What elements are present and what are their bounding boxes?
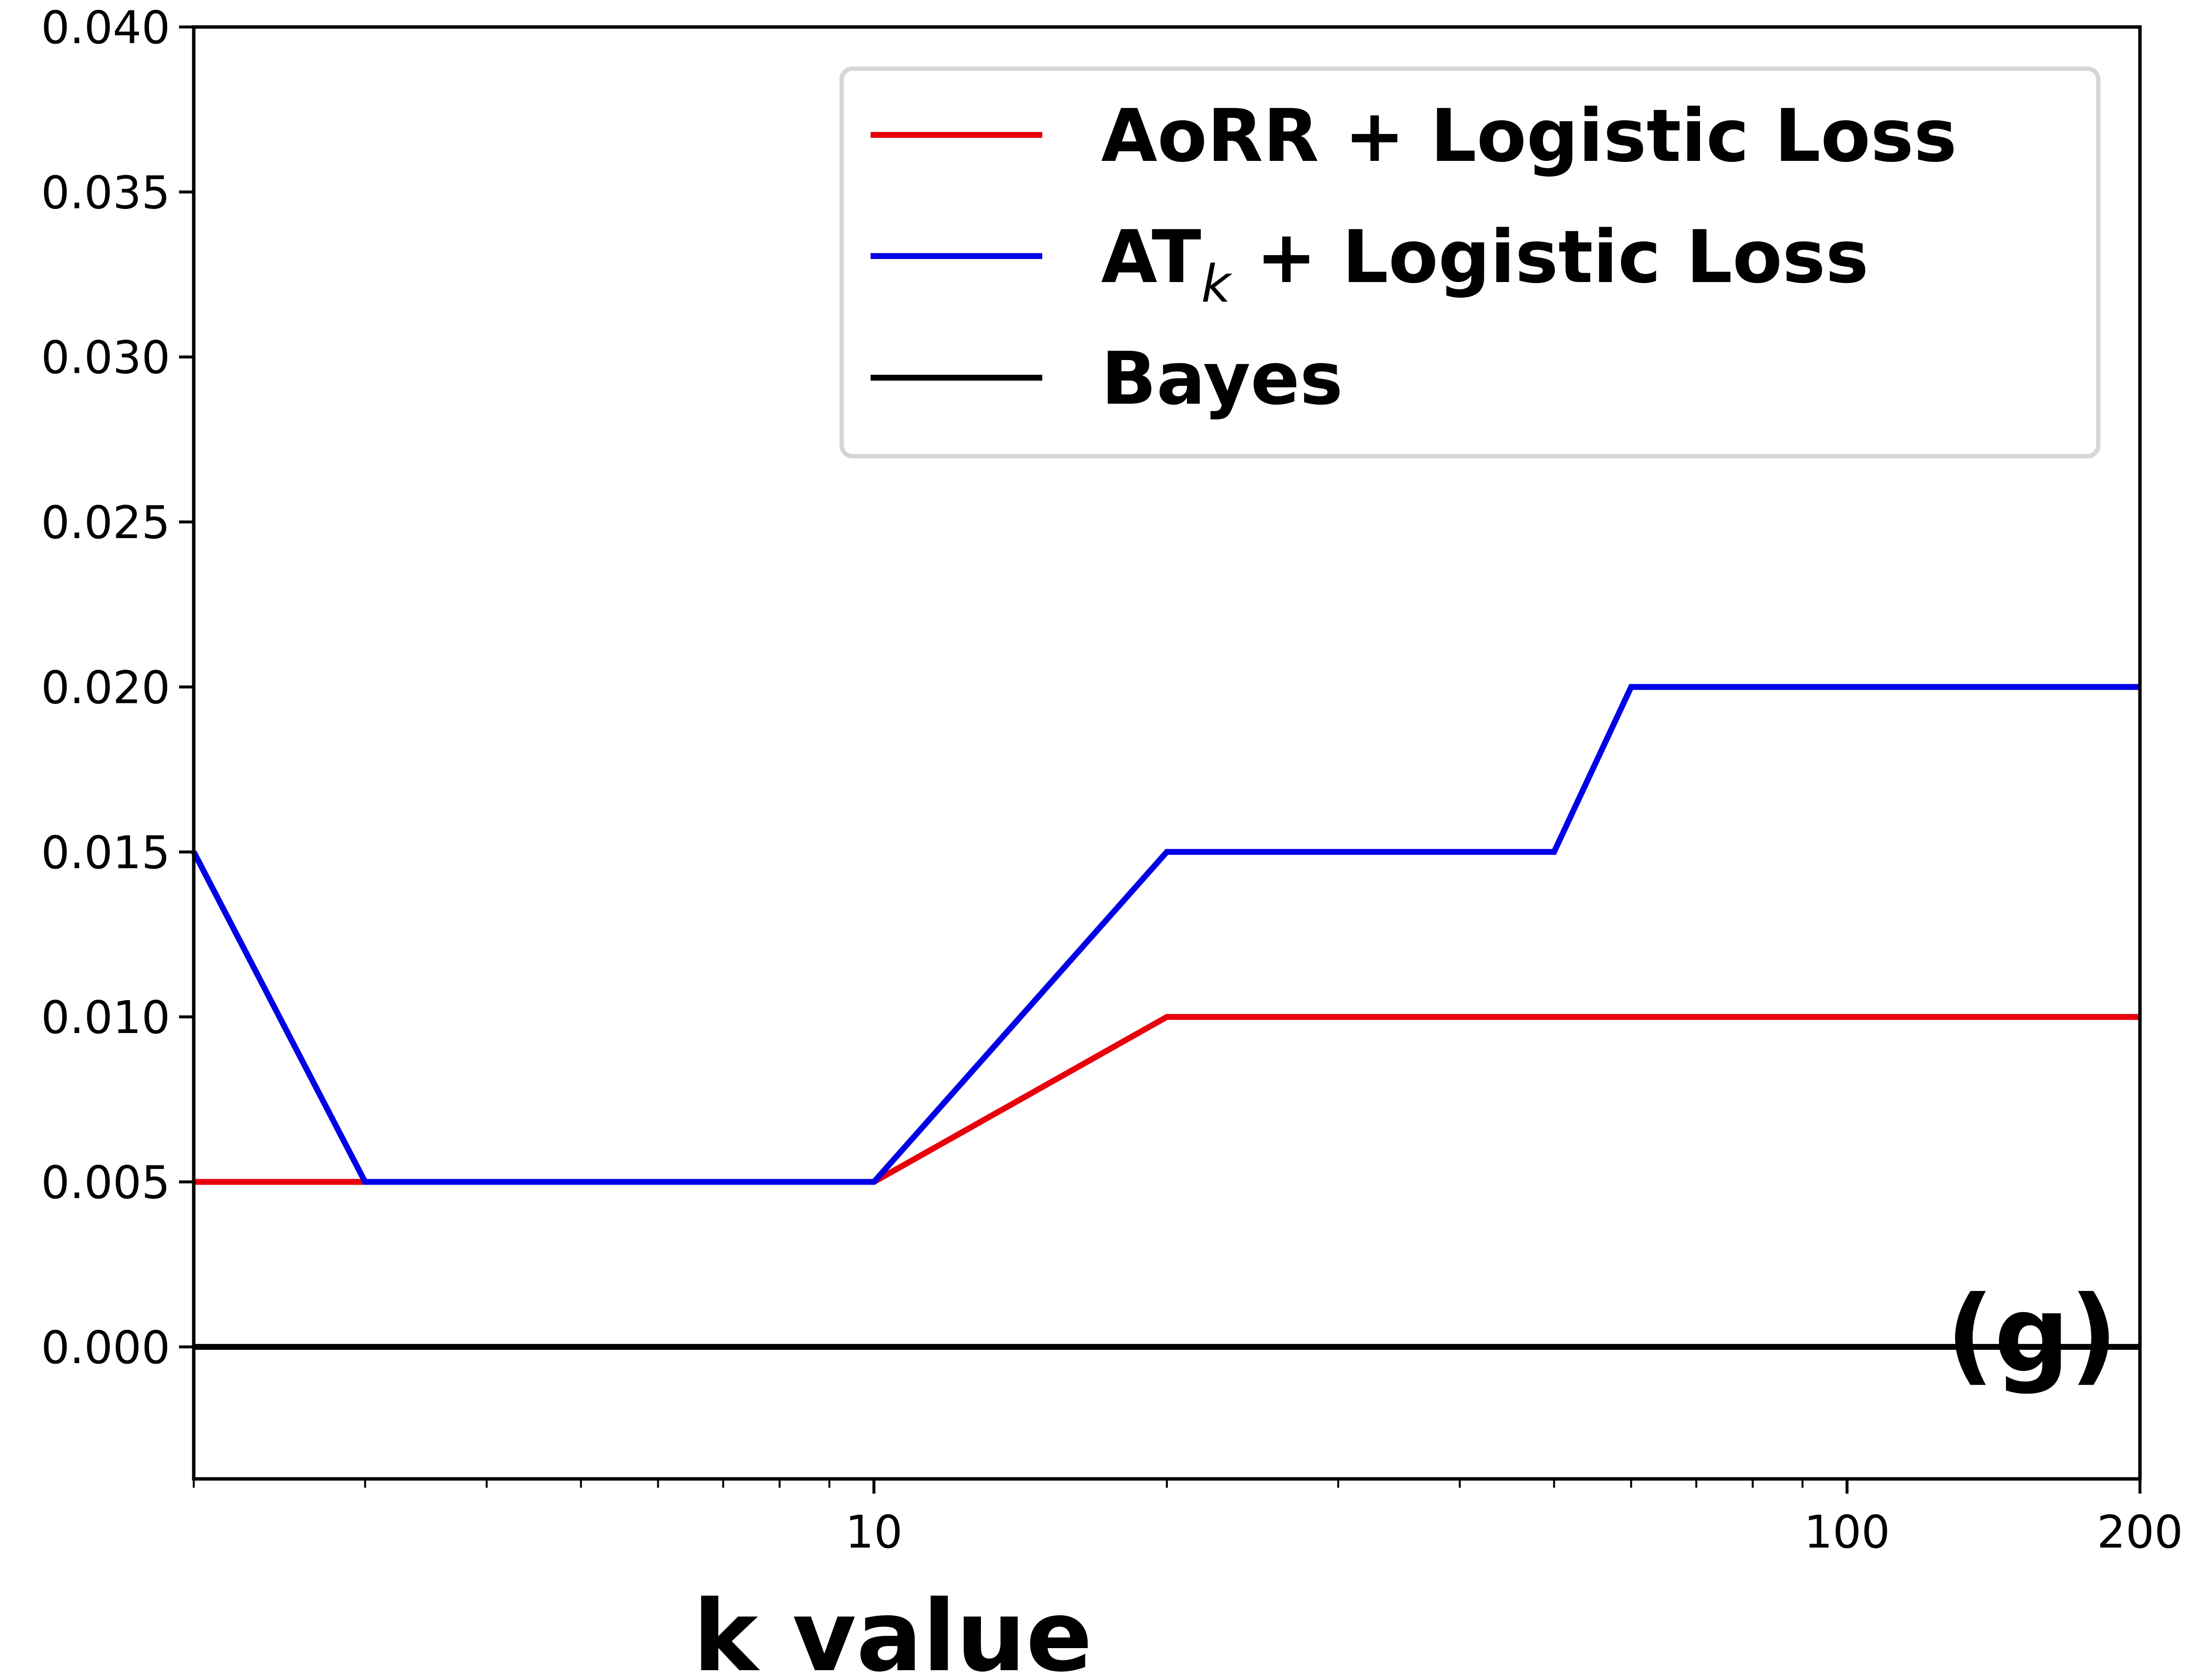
legend-label-atk-subscript: k [1201,254,1233,314]
x-tick-label-0: 10 [845,1506,902,1558]
legend-label-atk: ATk + Logistic Loss [1101,215,1869,314]
x-tick-label-2: 200 [2097,1506,2183,1558]
legend-box [839,66,2101,459]
y-tick-label-1: 0.005 [41,1157,170,1209]
y-tick-label-5: 0.025 [41,496,170,549]
series-layer [191,684,2140,1350]
y-tick-label-6: 0.030 [41,332,170,384]
y-tick-label-7: 0.035 [41,166,170,219]
legend: AoRR + Logistic Loss ATk + Logistic Loss… [839,66,2101,459]
panel-label: (g) [1946,1273,2118,1396]
plot-frame [192,25,2142,1481]
y-tick-label-2: 0.010 [41,991,170,1044]
ticks-layer: 0.000 0.005 0.010 0.015 0.020 0.025 0.030 0.035… [41,1,2183,1558]
series-line-aorr [194,1014,2140,1185]
y-tick-label-3: 0.015 [41,827,170,879]
legend-label-bayes: Bayes [1101,336,1343,421]
x-axis-label: k value [693,1579,1093,1680]
legend-label-aorr: AoRR + Logistic Loss [1101,94,1957,178]
series-line-atk [191,684,2140,1185]
y-tick-label-4: 0.020 [41,661,170,714]
y-tick-label-8: 0.040 [41,1,170,54]
y-tick-label-0: 0.000 [41,1321,170,1374]
x-tick-label-1: 100 [1804,1506,1890,1558]
